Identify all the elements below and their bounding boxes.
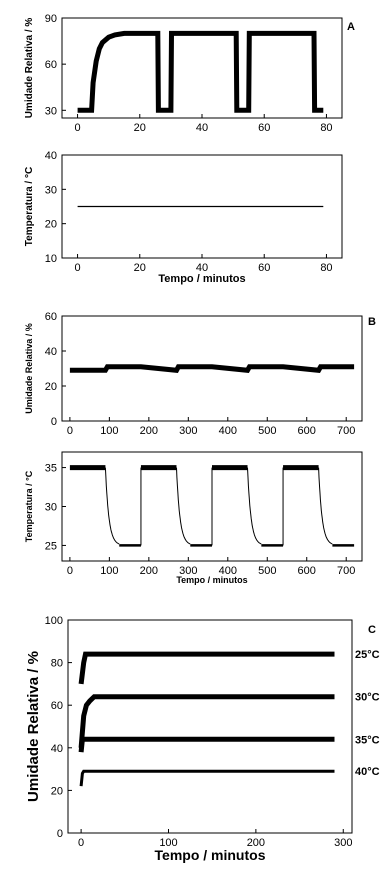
x-tick-label: 200 xyxy=(140,565,158,577)
x-tick-label: 100 xyxy=(100,565,118,577)
x-tick-label: 100 xyxy=(159,837,177,849)
series-label: 35°C xyxy=(355,734,380,746)
series-label: 30°C xyxy=(355,692,380,704)
x-tick-label: 80 xyxy=(320,122,332,134)
y-tick-label: 20 xyxy=(45,381,57,393)
series-line-decay xyxy=(176,467,191,545)
x-tick-label: 20 xyxy=(134,122,146,134)
plot-frame xyxy=(61,315,363,422)
series-line xyxy=(69,364,355,373)
y-tick-label: 60 xyxy=(51,700,63,712)
y-tick-label: 100 xyxy=(45,615,63,627)
x-tick-label: 0 xyxy=(78,837,84,849)
x-axis-label: Tempo / minutos xyxy=(158,273,245,285)
x-tick-label: 700 xyxy=(337,565,355,577)
y-axis-label: Temperatura / °C xyxy=(24,470,34,542)
y-axis-label: Umidade Relativa / % xyxy=(24,18,35,119)
x-tick-label: 600 xyxy=(298,565,316,577)
series-line-decay xyxy=(318,467,333,545)
x-tick-label: 40 xyxy=(196,262,208,274)
y-tick-label: 30 xyxy=(45,105,57,117)
plot-frame xyxy=(67,619,353,834)
y-tick-label: 40 xyxy=(51,743,63,755)
y-tick-label: 20 xyxy=(45,219,57,231)
x-axis-label: Tempo / minutos xyxy=(155,847,266,863)
y-axis-label: Umidade Relativa / % xyxy=(25,651,42,802)
series-line xyxy=(78,694,335,749)
series-line xyxy=(78,736,335,753)
x-tick-label: 200 xyxy=(140,425,158,437)
x-tick-label: 500 xyxy=(258,565,276,577)
chart-C: 0 100 200 300 0 20 40 60 80 100 Umidade Relativa /… xyxy=(25,615,380,863)
x-tick-label: 20 xyxy=(134,262,146,274)
y-tick-label: 90 xyxy=(45,13,57,25)
y-tick-label: 25 xyxy=(45,540,57,552)
series-line-decay xyxy=(247,467,262,545)
x-tick-label: 40 xyxy=(196,122,208,134)
y-tick-label: 10 xyxy=(45,253,57,265)
x-tick-label: 100 xyxy=(100,425,118,437)
chart-B-top: 0 100 200 300 400 500 600 700 0 20 40 60 Umidade Rel… xyxy=(24,311,376,437)
y-tick-label: 35 xyxy=(45,463,57,475)
x-tick-label: 700 xyxy=(337,425,355,437)
y-tick-label: 40 xyxy=(45,346,57,358)
x-tick-label: 300 xyxy=(179,565,197,577)
y-tick-label: 60 xyxy=(45,59,57,71)
series-line xyxy=(77,30,324,113)
series-label: 25°C xyxy=(355,649,380,661)
x-tick-label: 60 xyxy=(258,262,270,274)
series-line xyxy=(78,651,335,685)
x-tick-label: 400 xyxy=(219,425,237,437)
chart-A-top: 0 20 40 60 80 30 60 90 Umidade Relativa / % A xyxy=(24,13,355,134)
x-tick-label: 500 xyxy=(258,425,276,437)
y-tick-label: 80 xyxy=(51,658,63,670)
chart-B-bottom: 0 100 200 300 400 500 600 700 25 30 35 Temperatura … xyxy=(24,451,363,585)
x-tick-label: 0 xyxy=(74,262,80,274)
x-tick-label: 200 xyxy=(247,837,265,849)
panel-letter: A xyxy=(347,21,355,33)
panel-letter: B xyxy=(368,316,376,328)
y-tick-label: 20 xyxy=(51,785,63,797)
y-tick-label: 30 xyxy=(45,502,57,514)
chart-A-bottom: 0 20 40 60 80 10 20 30 40 Temperatura / °C Tempo /… xyxy=(24,150,343,285)
y-axis-label: Umidade Relativa / % xyxy=(24,323,34,414)
x-tick-label: 300 xyxy=(179,425,197,437)
x-tick-label: 0 xyxy=(67,565,73,577)
y-tick-label: 0 xyxy=(51,416,57,428)
x-tick-label: 80 xyxy=(320,262,332,274)
y-tick-label: 60 xyxy=(45,311,57,323)
x-tick-label: 600 xyxy=(298,425,316,437)
series-line xyxy=(79,769,335,787)
x-tick-label: 0 xyxy=(74,122,80,134)
y-tick-label: 40 xyxy=(45,150,57,162)
panel-letter: C xyxy=(368,624,376,636)
x-tick-label: 400 xyxy=(219,565,237,577)
y-tick-label: 30 xyxy=(45,184,57,196)
x-axis-label: Tempo / minutos xyxy=(176,575,247,585)
y-axis-label: Temperatura / °C xyxy=(24,167,35,246)
x-tick-label: 0 xyxy=(67,425,73,437)
series-label: 40°C xyxy=(355,766,380,778)
x-tick-label: 300 xyxy=(334,837,352,849)
series-line-decay xyxy=(104,467,120,545)
y-tick-label: 0 xyxy=(57,828,63,840)
x-tick-label: 60 xyxy=(258,122,270,134)
